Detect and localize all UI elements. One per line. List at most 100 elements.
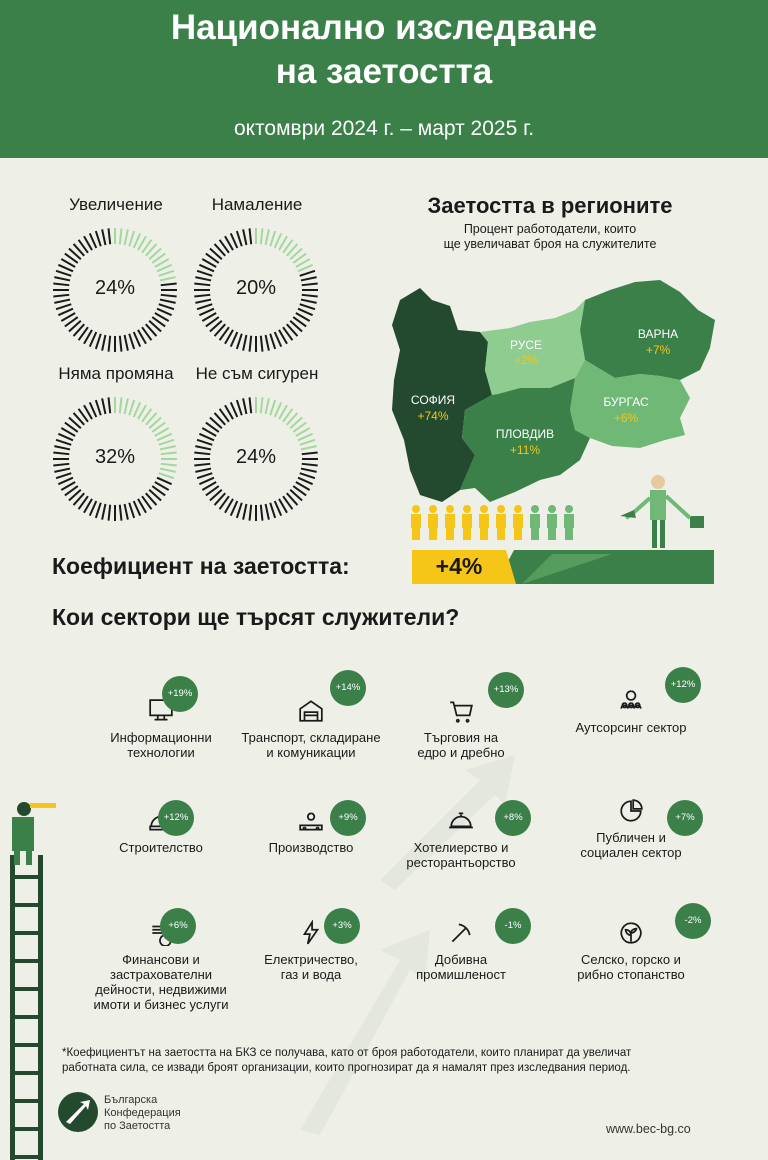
donut-tick: [289, 247, 303, 260]
people-gear-icon: [620, 690, 642, 709]
donut-tick: [156, 476, 173, 486]
donut-tick: [198, 476, 215, 486]
donut-tick: [54, 298, 71, 304]
donut-tick: [107, 228, 112, 245]
donut-tick: [64, 485, 79, 497]
donut-tick: [68, 247, 82, 260]
donut-tick: [235, 399, 243, 416]
survey-period: октомври 2024 г. – март 2025 г.: [233, 117, 535, 140]
sector-name: Производство: [226, 840, 396, 855]
donut-tick: [55, 269, 72, 277]
footnote: *Коефициентът на заетостта на БКЗ се пол…: [62, 1046, 732, 1076]
donut-tick: [264, 398, 270, 415]
businessman-leg: [652, 520, 657, 548]
sector-name-line1: Транспорт, складиране: [241, 730, 381, 745]
ladder-rung: [10, 959, 43, 963]
conveyor-icon: [299, 812, 323, 831]
donut-tick: [264, 503, 270, 520]
donut-tick: [297, 263, 314, 273]
outlook-value-decrease: 20%: [235, 277, 277, 299]
sector-card: Транспорт, складиране и комуникации: [226, 698, 396, 760]
donut-tick: [160, 282, 177, 287]
cart-icon-shape: [450, 701, 473, 723]
donut-tick: [300, 298, 317, 304]
donut-tick: [68, 416, 82, 429]
sector-name-line1: Строителство: [119, 840, 203, 855]
warehouse-icon: [299, 700, 323, 722]
donut-tick: [151, 316, 166, 328]
bec-logo-icon: [58, 1092, 98, 1132]
donut-tick: [198, 263, 215, 273]
person-icon: [428, 505, 438, 540]
ladder-rung: [10, 1127, 43, 1131]
plant-icon-shape: [620, 922, 642, 944]
donut-tick: [123, 503, 129, 520]
cloche-icon-shape: [449, 812, 473, 829]
donut-tick: [151, 421, 166, 433]
sector-card: Хотелиерство и ресторантьорство: [376, 808, 546, 870]
sector-change-badge: +9%: [330, 800, 366, 836]
donut-tick: [205, 316, 220, 328]
donut-tick: [242, 503, 248, 520]
donut-tick: [72, 492, 85, 506]
donut-tick: [160, 451, 177, 456]
donut-tick: [156, 432, 173, 442]
pie-icon: [620, 799, 643, 822]
outlook-value-increase: 24%: [94, 277, 136, 299]
donut-tick: [55, 472, 72, 480]
donut-tick: [154, 427, 170, 437]
donut-tick: [107, 397, 112, 414]
region-sofia: [392, 288, 492, 502]
ladder-illustration: [10, 802, 56, 1160]
donut-tick: [77, 239, 89, 254]
outlook-label-unsure: Не съм сигурен: [195, 364, 319, 383]
sector-change-badge: +12%: [158, 800, 194, 836]
person-icon: [445, 505, 455, 540]
donut-tick: [299, 472, 316, 480]
donut-tick: [278, 498, 288, 514]
donut-tick: [286, 323, 299, 337]
footnote-line-1: *Коефициентът на заетостта на БКЗ се пол…: [62, 1047, 632, 1059]
donut-tick: [213, 492, 226, 506]
region-varna: [580, 280, 715, 380]
person-icon: [496, 505, 506, 540]
scout-head: [17, 802, 31, 816]
donut-tick: [289, 320, 303, 333]
donut-tick: [224, 498, 234, 514]
donut-tick: [60, 481, 76, 491]
donut-tick: [248, 228, 253, 245]
donut-tick: [248, 335, 253, 352]
logo-line-2: Конфедерация: [104, 1107, 181, 1119]
donut-tick: [213, 412, 226, 426]
region-plovdiv: [460, 378, 590, 502]
donut-tick: [229, 401, 239, 418]
outlook-donut-increase: 24%: [52, 227, 178, 353]
sector-change-badge: +7%: [667, 800, 703, 836]
donut-tick: [198, 432, 215, 442]
region-name-ruse: РУСЕ: [510, 338, 542, 352]
donut-tick: [88, 401, 98, 418]
donut-tick: [145, 492, 158, 506]
donut-tick: [128, 502, 136, 519]
donut-tick: [299, 303, 316, 311]
donut-tick: [94, 502, 102, 519]
donut-tick: [60, 258, 76, 268]
donut-tick: [64, 421, 79, 433]
website-link[interactable]: www.bec-bg.co: [606, 1122, 691, 1136]
donut-tick: [72, 243, 85, 257]
ladder-rung: [10, 1099, 43, 1103]
donut-tick: [57, 307, 74, 317]
sector-name-line1: Добивна: [434, 952, 488, 967]
donut-tick: [248, 397, 253, 414]
donut-tick: [148, 247, 162, 260]
sector-name: Информационни технологии: [76, 730, 246, 760]
sector-card: Търговия на едро и дребно: [376, 698, 546, 760]
pie-icon-shape: [620, 799, 643, 822]
donut-tick: [53, 451, 70, 456]
sector-change-badge: +19%: [162, 676, 198, 712]
donut-tick: [273, 331, 283, 348]
donut-tick: [57, 476, 74, 486]
donut-tick: [88, 331, 98, 348]
donut-tick: [53, 282, 70, 287]
donut-tick: [83, 329, 93, 345]
